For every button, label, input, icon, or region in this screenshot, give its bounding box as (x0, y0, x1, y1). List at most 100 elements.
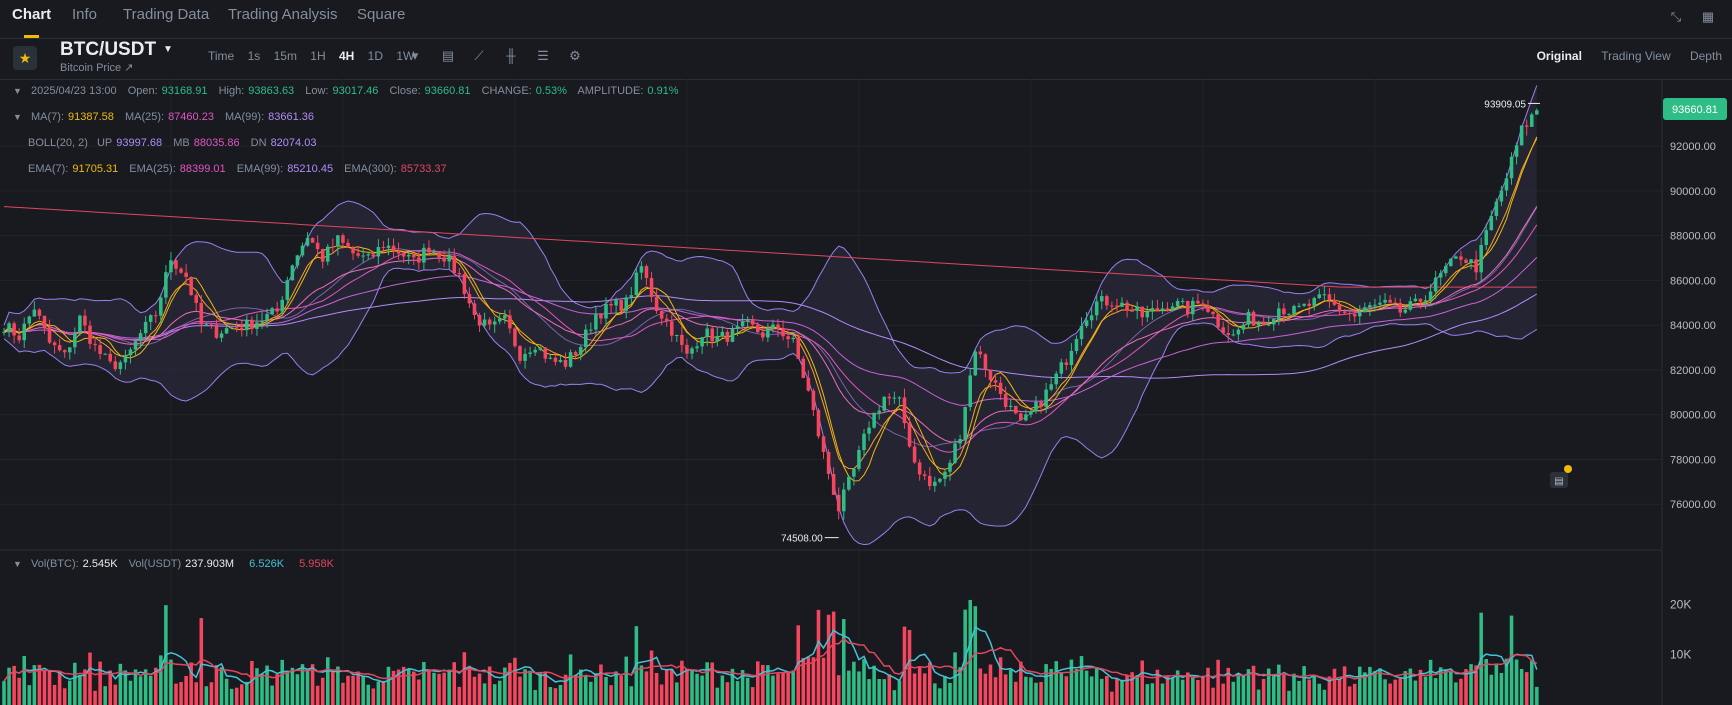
candle-body (1454, 256, 1458, 259)
candle-body (67, 347, 72, 353)
volume-bar (189, 662, 193, 705)
volume-bar (1155, 669, 1160, 705)
volume-bar (194, 682, 199, 705)
volume-bar (250, 661, 254, 705)
interval-1h[interactable]: 1H (310, 49, 326, 63)
candle-body (614, 300, 618, 306)
interval-1w[interactable]: 1W (396, 49, 415, 63)
volume-bar (1504, 658, 1509, 705)
pair-subtitle[interactable]: Bitcoin Price ↗ (60, 62, 134, 74)
tab-info[interactable]: Info (72, 6, 98, 23)
candle-body (852, 468, 856, 477)
volume-bar (735, 681, 740, 705)
notes-icon[interactable]: ▤ (1550, 465, 1572, 488)
minimize-icon[interactable]: ⤡ (1670, 9, 1682, 24)
volume-bar (1378, 668, 1382, 705)
collapse-icon[interactable]: ▼ (13, 86, 22, 96)
candle-body (1519, 125, 1524, 146)
view-depth[interactable]: Depth (1689, 49, 1722, 63)
volume-bar (523, 669, 527, 705)
volume-bar (1317, 683, 1322, 705)
volume-bar (376, 681, 381, 705)
collapse-icon[interactable]: ▼ (13, 559, 22, 569)
candle-body (907, 423, 912, 447)
volume-bar (143, 669, 148, 705)
candle-body (1317, 294, 1322, 299)
interval-1s[interactable]: 1s (247, 49, 261, 63)
volume-bar (644, 671, 649, 705)
volume-bar (406, 669, 411, 705)
volume-bar (1246, 669, 1251, 705)
view-trading-view[interactable]: Trading View (1601, 49, 1671, 63)
volume-bar (184, 675, 188, 705)
tab-square[interactable]: Square (357, 6, 406, 23)
star-icon[interactable]: ★ (13, 46, 37, 70)
candle-body (700, 337, 704, 347)
candle-body (943, 471, 947, 479)
volume-bar (1535, 686, 1539, 705)
candle-body (523, 353, 527, 361)
ema25-label: EMA(25): (129, 163, 176, 175)
volume-bar (447, 669, 451, 705)
tab-chart[interactable]: Chart (12, 6, 52, 23)
candle-body (1110, 305, 1114, 307)
interval-time[interactable]: Time (208, 49, 235, 63)
settings-icon[interactable]: ⚙ (569, 48, 581, 63)
view-original[interactable]: Original (1536, 49, 1582, 63)
tab-trading-data[interactable]: Trading Data (123, 6, 210, 23)
volume-bar (224, 678, 229, 705)
candle-body (422, 247, 426, 263)
volume-bar (669, 668, 674, 705)
volume-bar (310, 664, 315, 705)
interval-1d[interactable]: 1D (367, 49, 384, 63)
ema7-line (3, 138, 1538, 470)
grid-icon[interactable]: ▦ (1701, 9, 1715, 24)
volume-bar (1211, 687, 1215, 705)
tab-trading-analysis[interactable]: Trading Analysis (228, 6, 338, 23)
ema7-value: 91705.31 (72, 163, 119, 175)
volume-bar (1216, 659, 1220, 705)
volume-bar (1120, 679, 1124, 705)
price-chart[interactable]: 76000.00 78000.00 80000.00 82000.00 84000.00… (0, 79, 1732, 705)
pair-title[interactable]: BTC/USDT (60, 39, 157, 60)
volume-bar (1443, 669, 1448, 705)
volume-bar (1003, 674, 1008, 705)
volume-bar (953, 652, 957, 705)
candle-body (644, 266, 649, 279)
volume-tick-label: 10K (1670, 648, 1691, 662)
calendar-icon[interactable]: ▤ (441, 48, 455, 63)
layout-icon[interactable]: ☰ (537, 48, 549, 63)
volume-bar (159, 655, 163, 705)
indicator-icon[interactable]: ⟋ (474, 48, 484, 63)
volume-bar (42, 670, 47, 705)
candle-body (508, 315, 512, 329)
volume-bar (1524, 672, 1529, 705)
volume-bar (892, 690, 897, 705)
candle-body (847, 476, 851, 490)
volume-bar (396, 669, 401, 705)
volume-bar (1069, 659, 1074, 705)
candle-body (1535, 110, 1539, 115)
interval-dropdown-icon[interactable]: ▾ (411, 48, 419, 63)
candle-body (912, 446, 917, 463)
candle-type-icon[interactable]: ╫ (506, 48, 516, 63)
interval-4h[interactable]: 4H (338, 49, 355, 63)
candle-body (497, 318, 502, 322)
candle-body (973, 351, 978, 376)
volume-bar (417, 679, 421, 705)
candle-body (1378, 302, 1382, 305)
boll-up-label: UP (96, 137, 113, 149)
volume-bar (245, 681, 249, 705)
interval-15m[interactable]: 15m (273, 49, 297, 63)
candle-body (325, 246, 330, 262)
volume-bar (37, 664, 42, 705)
volume-bar (331, 671, 335, 705)
volume-bar (17, 677, 21, 705)
volume-bar (1509, 615, 1514, 705)
candle-body (194, 295, 199, 303)
open-value: 93168.91 (161, 85, 208, 97)
chevron-down-icon[interactable]: ▼ (163, 44, 173, 55)
volume-bar (654, 673, 659, 705)
collapse-icon[interactable]: ▼ (13, 112, 22, 122)
volume-bar (52, 684, 57, 705)
